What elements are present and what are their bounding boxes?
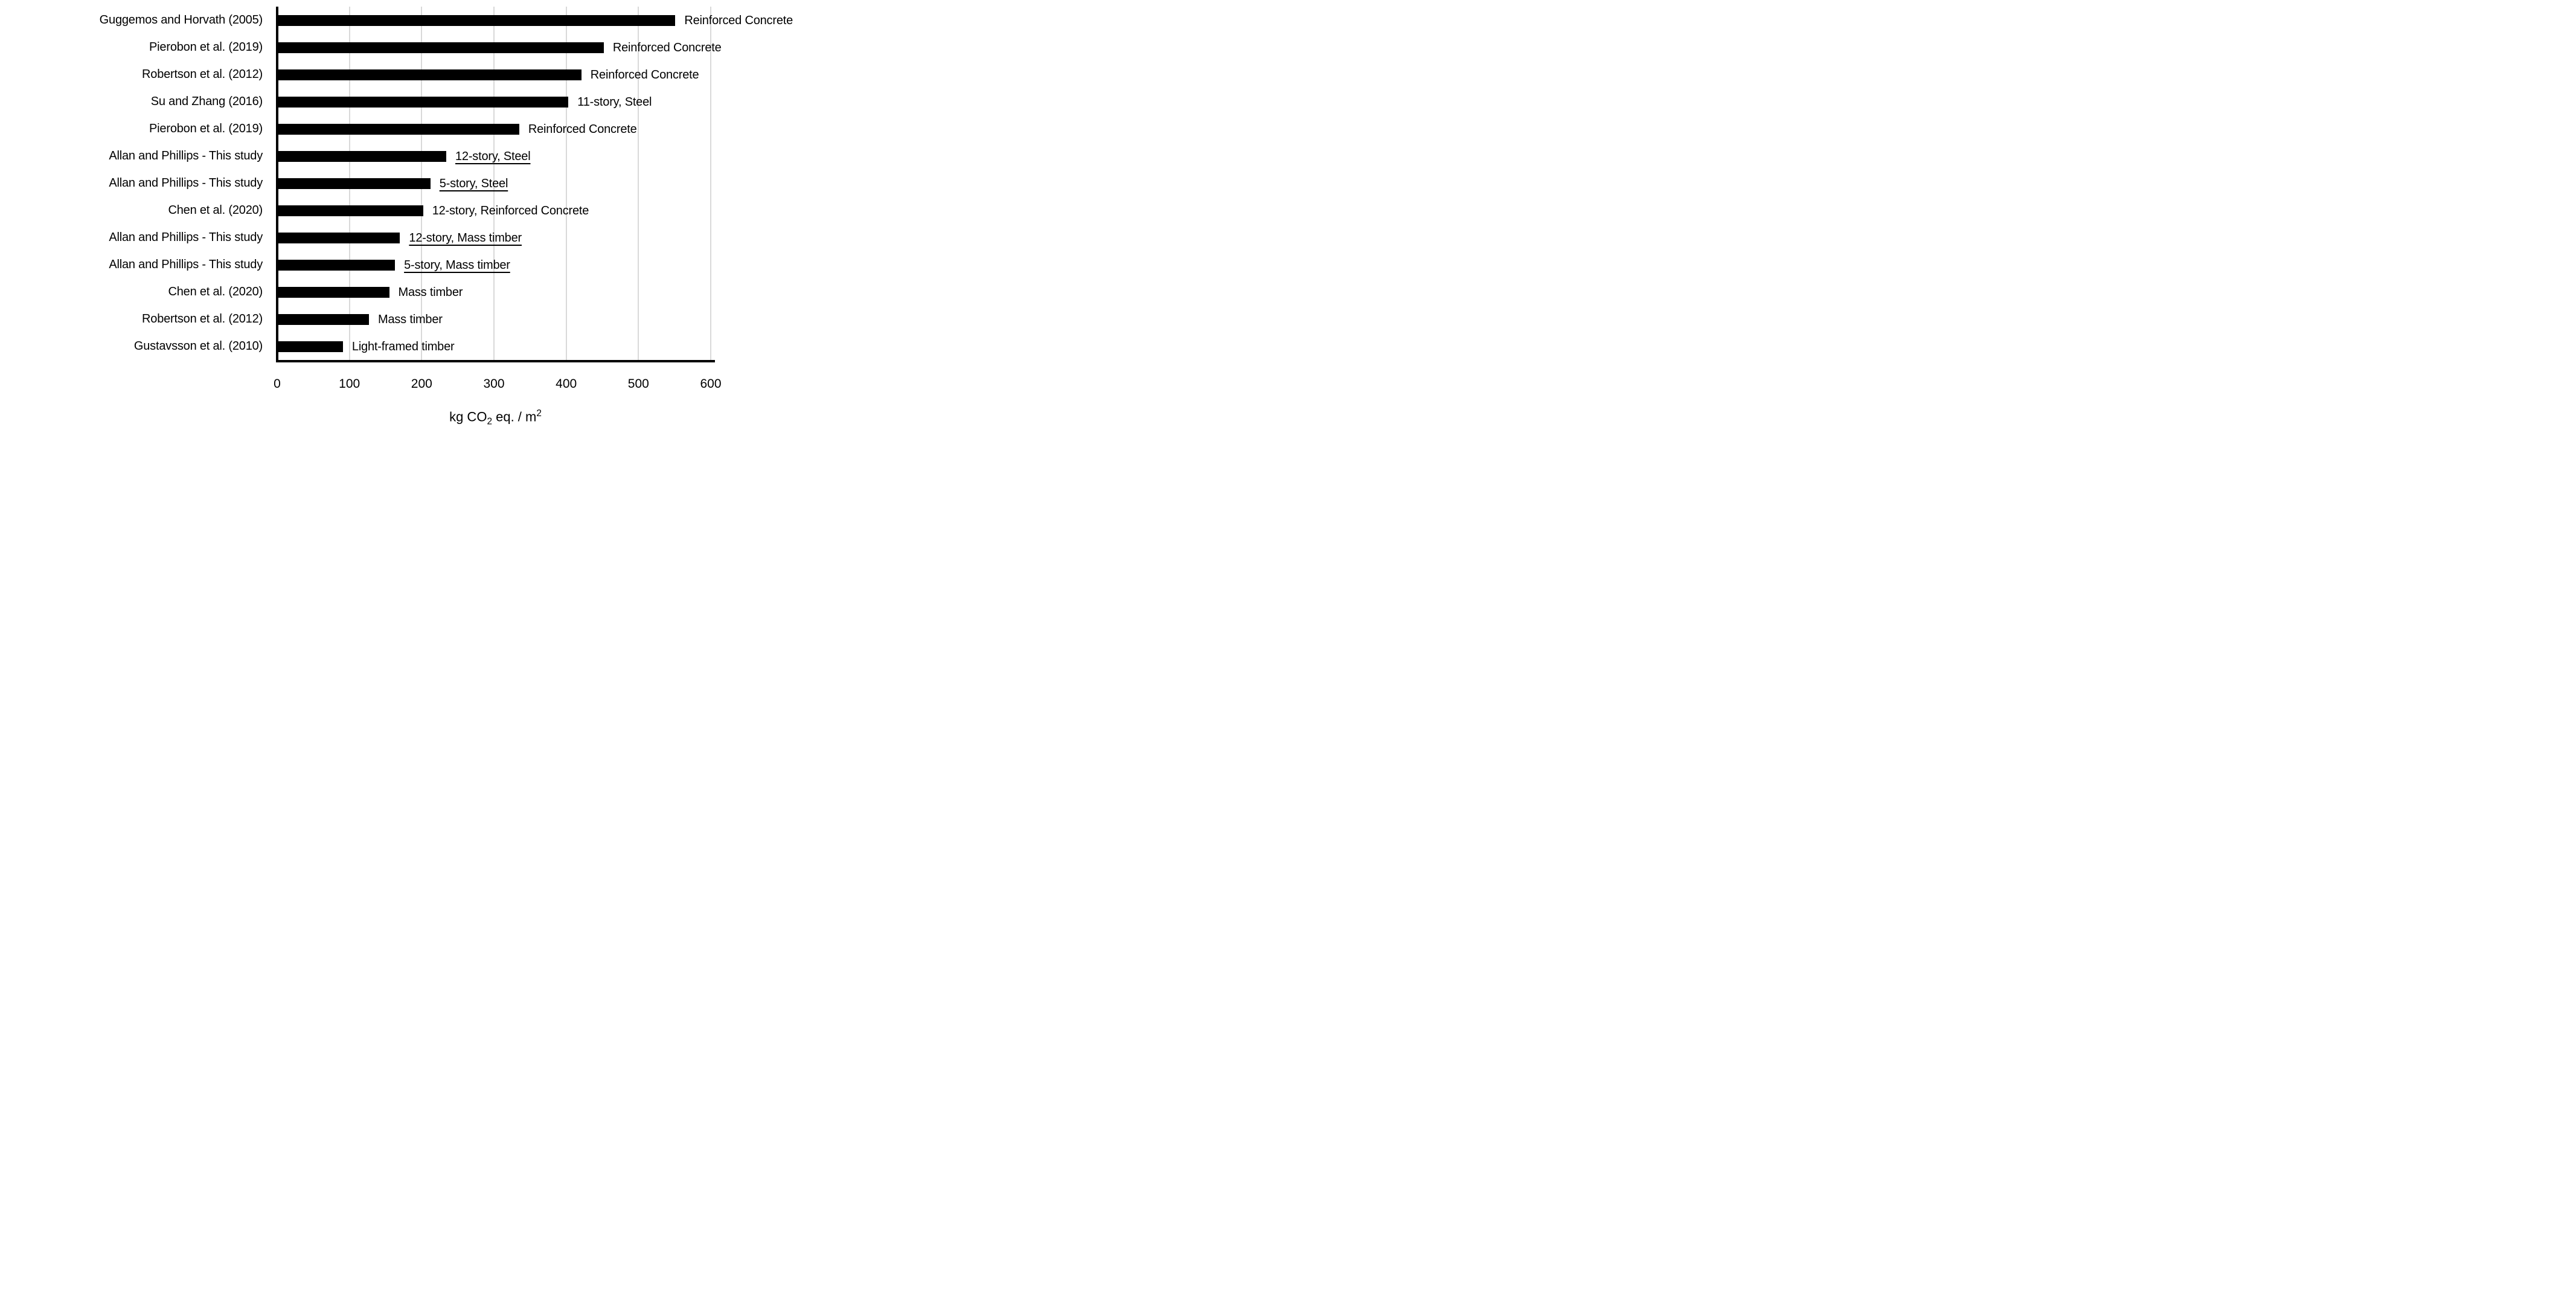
bar xyxy=(277,259,396,271)
bar-row: Mass timber xyxy=(277,278,714,306)
bar-row: 12-story, Steel xyxy=(277,143,714,170)
bar xyxy=(277,205,423,216)
x-axis-title: kg CO2 eq. / m2 xyxy=(277,408,714,428)
x-axis-title-subscript: 2 xyxy=(487,416,492,427)
category-label: Robertson et al. (2012) xyxy=(142,312,263,326)
x-tick-label: 0 xyxy=(274,377,281,391)
category-label: Guggemos and Horvath (2005) xyxy=(99,13,263,27)
bar-row: Mass timber xyxy=(277,306,714,333)
x-axis-line xyxy=(276,360,715,362)
bar-label: 12-story, Steel xyxy=(455,149,531,163)
category-label: Allan and Phillips - This study xyxy=(109,176,263,190)
category-label: Pierobon et al. (2019) xyxy=(149,40,263,54)
bar xyxy=(277,96,569,108)
bar-label: Mass timber xyxy=(378,312,443,326)
x-tick-label: 100 xyxy=(339,377,360,391)
category-label: Pierobon et al. (2019) xyxy=(149,122,263,135)
category-label: Su and Zhang (2016) xyxy=(150,95,263,108)
x-tick-label: 400 xyxy=(556,377,577,391)
category-label: Gustavsson et al. (2010) xyxy=(133,339,263,353)
x-tick-label: 600 xyxy=(700,377,722,391)
bar-chart: Guggemos and Horvath (2005) Pierobon et a… xyxy=(0,0,859,435)
category-label: Chen et al. (2020) xyxy=(168,204,263,217)
bar-label: 12-story, Reinforced Concrete xyxy=(432,204,589,217)
x-axis-title-superscript: 2 xyxy=(536,408,542,419)
bar xyxy=(277,286,389,298)
bar-label: 5-story, Steel xyxy=(439,176,508,190)
bar-label: Reinforced Concrete xyxy=(528,122,637,136)
bar-row: Reinforced Concrete xyxy=(277,34,722,61)
bar xyxy=(277,178,431,189)
bar-label: Reinforced Concrete xyxy=(590,68,699,82)
x-tick-label: 500 xyxy=(627,377,649,391)
bar-row: 5-story, Mass timber xyxy=(277,251,714,278)
bar-label: Reinforced Concrete xyxy=(612,40,722,54)
bar-label: 5-story, Mass timber xyxy=(404,258,510,272)
category-label: Allan and Phillips - This study xyxy=(109,258,263,271)
bar-label: Reinforced Concrete xyxy=(684,13,793,27)
bar xyxy=(277,14,676,26)
bar-row: Reinforced Concrete xyxy=(277,115,714,143)
bar-rows: Reinforced Concrete Reinforced Concrete Re… xyxy=(277,7,793,360)
bar xyxy=(277,123,519,135)
x-tick-label: 300 xyxy=(483,377,505,391)
bar-label: 11-story, Steel xyxy=(577,95,652,109)
bar xyxy=(277,313,369,325)
bar xyxy=(277,42,604,53)
bar xyxy=(277,341,343,352)
x-axis-title-text: eq. / m xyxy=(492,409,537,425)
bar-label: Light-framed timber xyxy=(351,339,455,353)
bar-label: 12-story, Mass timber xyxy=(409,231,522,245)
category-label: Chen et al. (2020) xyxy=(168,285,263,298)
x-axis-title-text: kg CO xyxy=(449,409,487,425)
x-tick-label: 200 xyxy=(411,377,432,391)
category-label: Robertson et al. (2012) xyxy=(142,68,263,81)
bar xyxy=(277,69,582,80)
bar-label: Mass timber xyxy=(398,285,463,299)
category-label: Allan and Phillips - This study xyxy=(109,149,263,162)
category-axis: Guggemos and Horvath (2005) Pierobon et a… xyxy=(0,7,263,360)
bar-row: 5-story, Steel xyxy=(277,170,714,197)
bar-row: Reinforced Concrete xyxy=(277,61,714,88)
bar-row: 12-story, Mass timber xyxy=(277,224,714,251)
gridline xyxy=(638,7,639,360)
y-axis-line xyxy=(276,7,278,362)
bar-row: 12-story, Reinforced Concrete xyxy=(277,197,714,224)
bar-row: 11-story, Steel xyxy=(277,88,714,115)
x-tick-labels: 0 100 200 300 400 500 600 xyxy=(0,377,859,394)
bar xyxy=(277,150,446,162)
gridline xyxy=(710,7,711,360)
bar-row: Reinforced Concrete xyxy=(277,7,793,34)
category-label: Allan and Phillips - This study xyxy=(109,231,263,244)
plot-area: Reinforced Concrete Reinforced Concrete Re… xyxy=(276,7,793,362)
bar-row: Light-framed timber xyxy=(277,333,714,360)
gridline xyxy=(565,7,567,360)
gridline xyxy=(493,7,495,360)
bar xyxy=(277,232,400,243)
